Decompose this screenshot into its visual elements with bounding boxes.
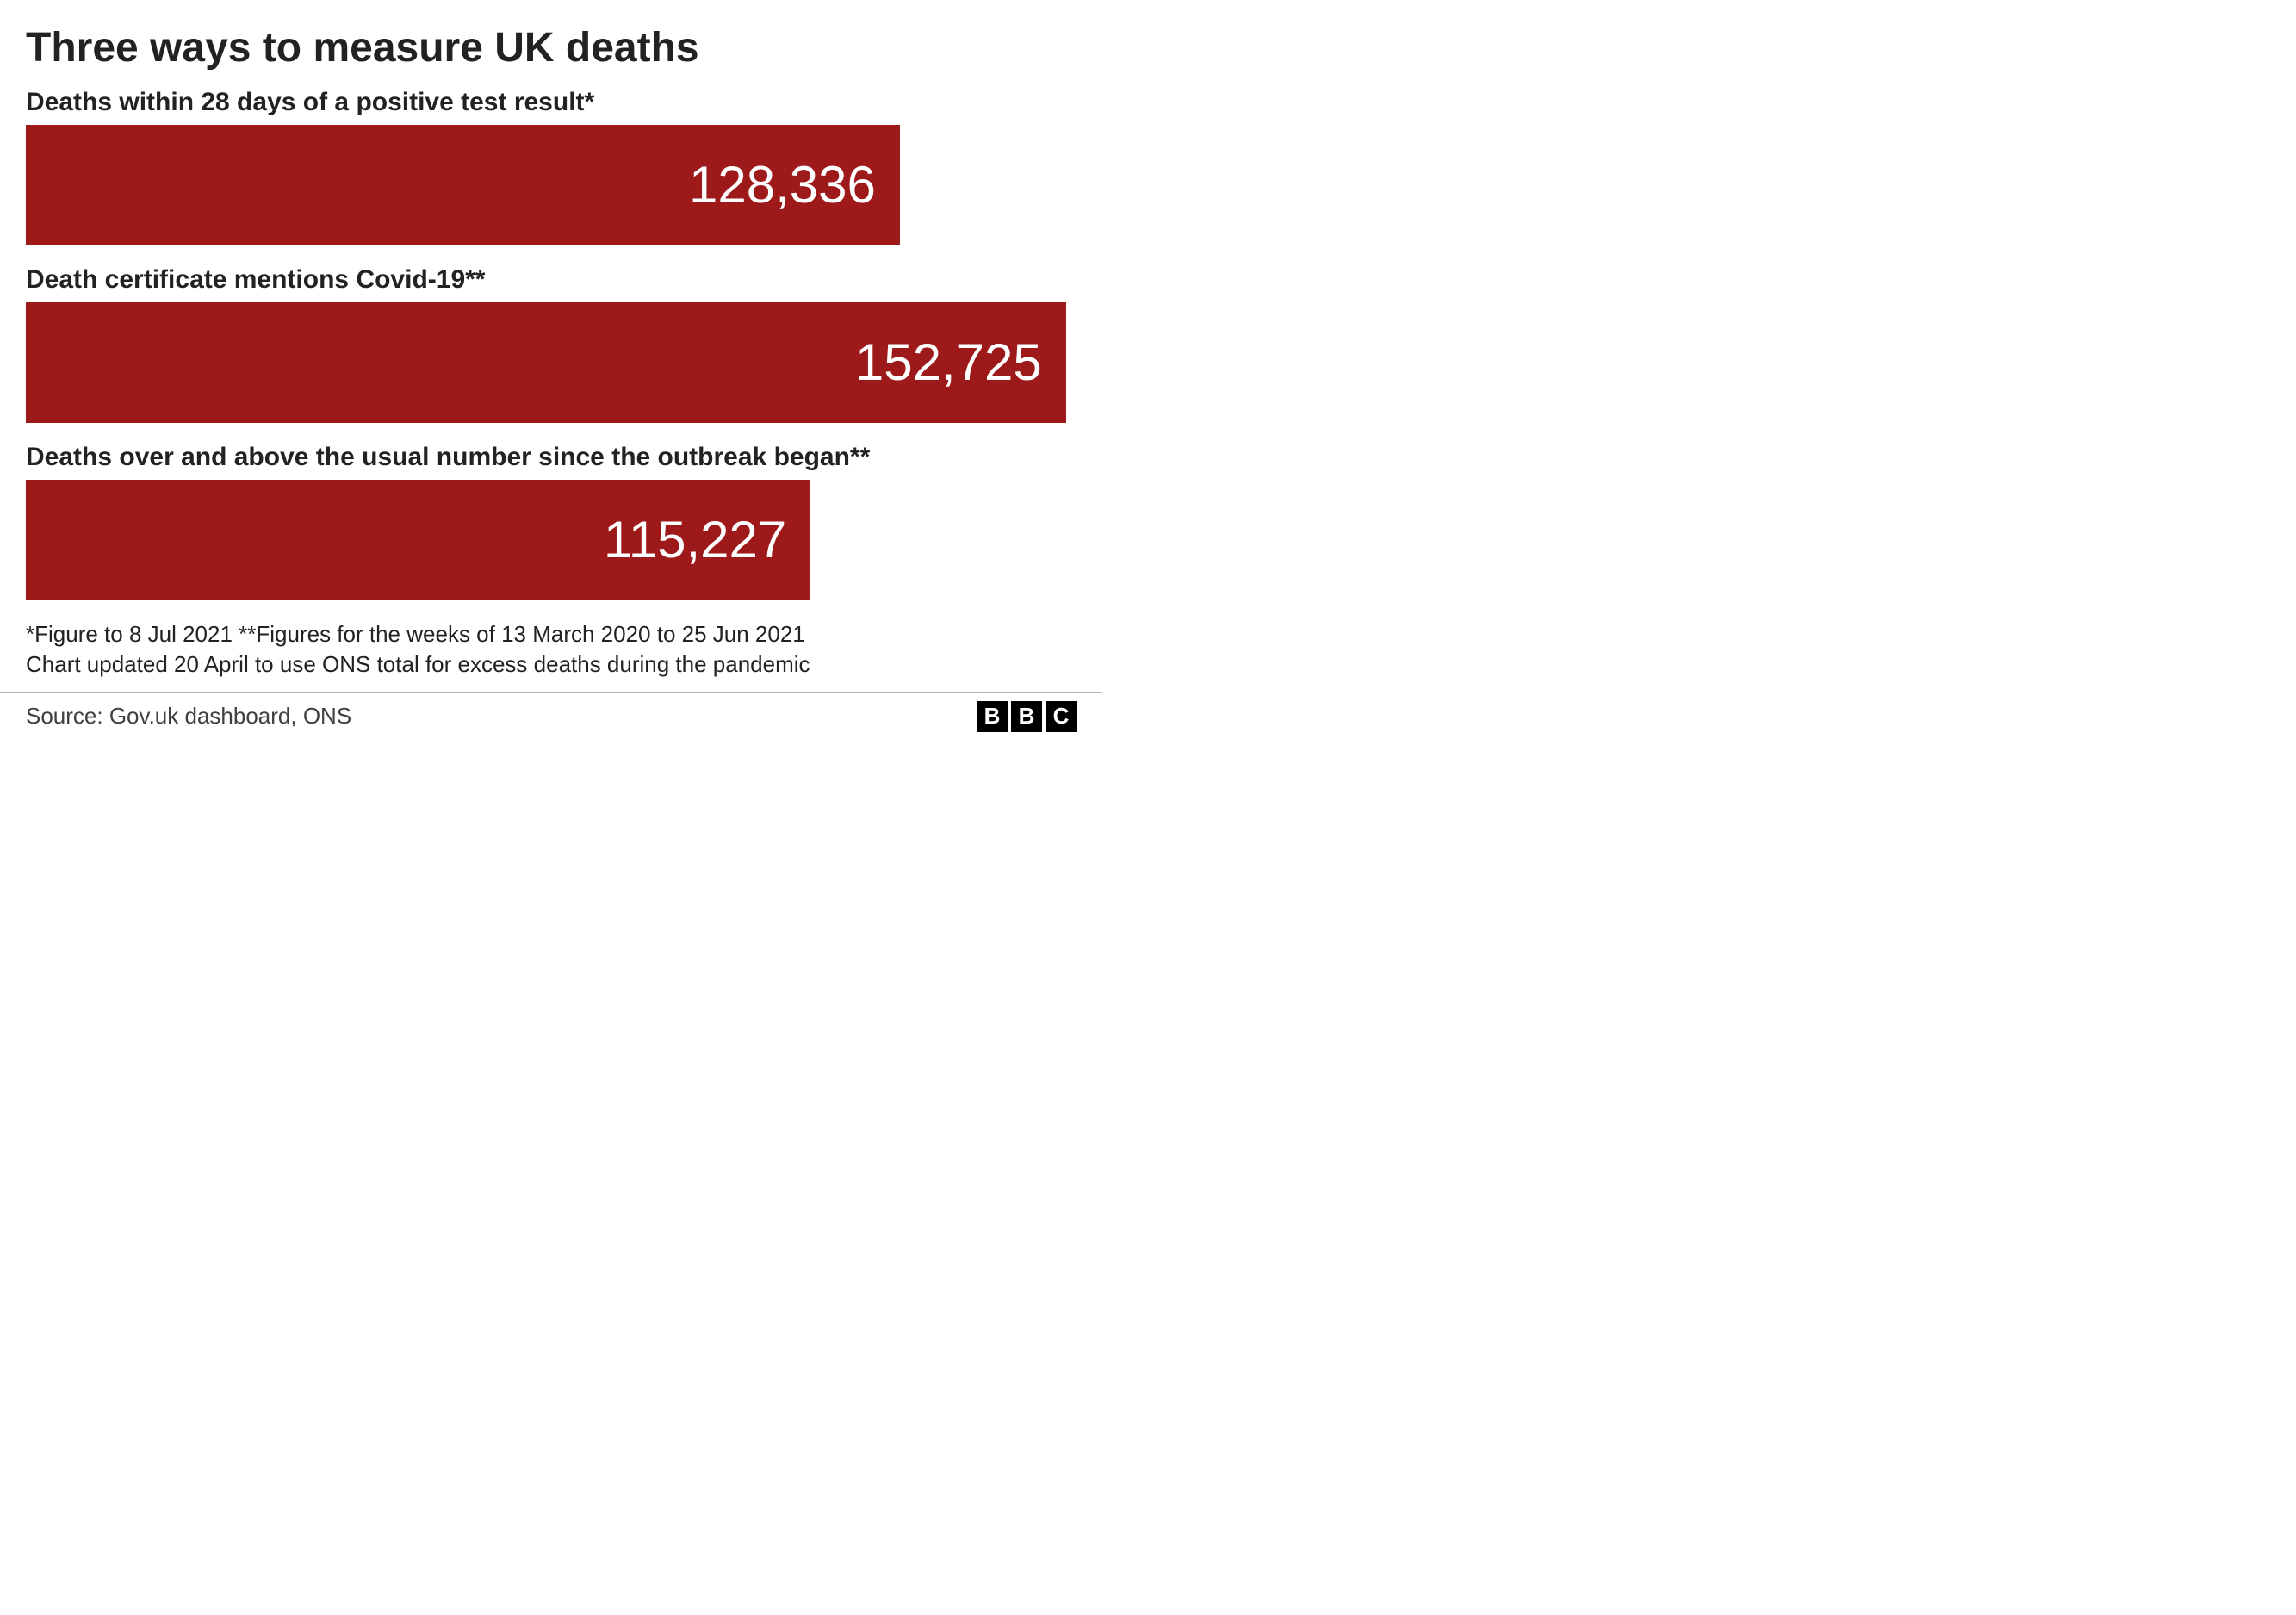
- bar-fill: 128,336: [26, 125, 900, 245]
- bar-block: Deaths over and above the usual number s…: [26, 442, 1077, 600]
- bars-container: Deaths within 28 days of a positive test…: [26, 87, 1077, 600]
- bar-block: Deaths within 28 days of a positive test…: [26, 87, 1077, 245]
- bbc-logo: BBC: [977, 701, 1077, 732]
- bar-label: Deaths within 28 days of a positive test…: [26, 87, 1077, 118]
- bar-track: 115,227: [26, 480, 1077, 600]
- chart-frame: Three ways to measure UK deaths Deaths w…: [0, 0, 1102, 680]
- bar-value: 128,336: [689, 155, 876, 214]
- bar-fill: 115,227: [26, 480, 810, 600]
- bar-label: Deaths over and above the usual number s…: [26, 442, 1077, 473]
- bbc-logo-box: B: [1011, 701, 1042, 732]
- bar-fill: 152,725: [26, 302, 1066, 423]
- chart-footnotes: *Figure to 8 Jul 2021 **Figures for the …: [26, 619, 1077, 680]
- footnote-line: Chart updated 20 April to use ONS total …: [26, 649, 1077, 680]
- bar-value: 115,227: [604, 510, 786, 569]
- bbc-logo-box: B: [977, 701, 1008, 732]
- chart-title: Three ways to measure UK deaths: [26, 26, 1077, 71]
- source-text: Source: Gov.uk dashboard, ONS: [26, 703, 351, 730]
- bbc-logo-box: C: [1046, 701, 1077, 732]
- chart-footer: Source: Gov.uk dashboard, ONS BBC: [0, 693, 1102, 749]
- bar-block: Death certificate mentions Covid-19** 152…: [26, 264, 1077, 423]
- bar-track: 152,725: [26, 302, 1077, 423]
- footnote-line: *Figure to 8 Jul 2021 **Figures for the …: [26, 619, 1077, 649]
- bar-value: 152,725: [855, 332, 1042, 392]
- bar-label: Death certificate mentions Covid-19**: [26, 264, 1077, 295]
- bar-track: 128,336: [26, 125, 1077, 245]
